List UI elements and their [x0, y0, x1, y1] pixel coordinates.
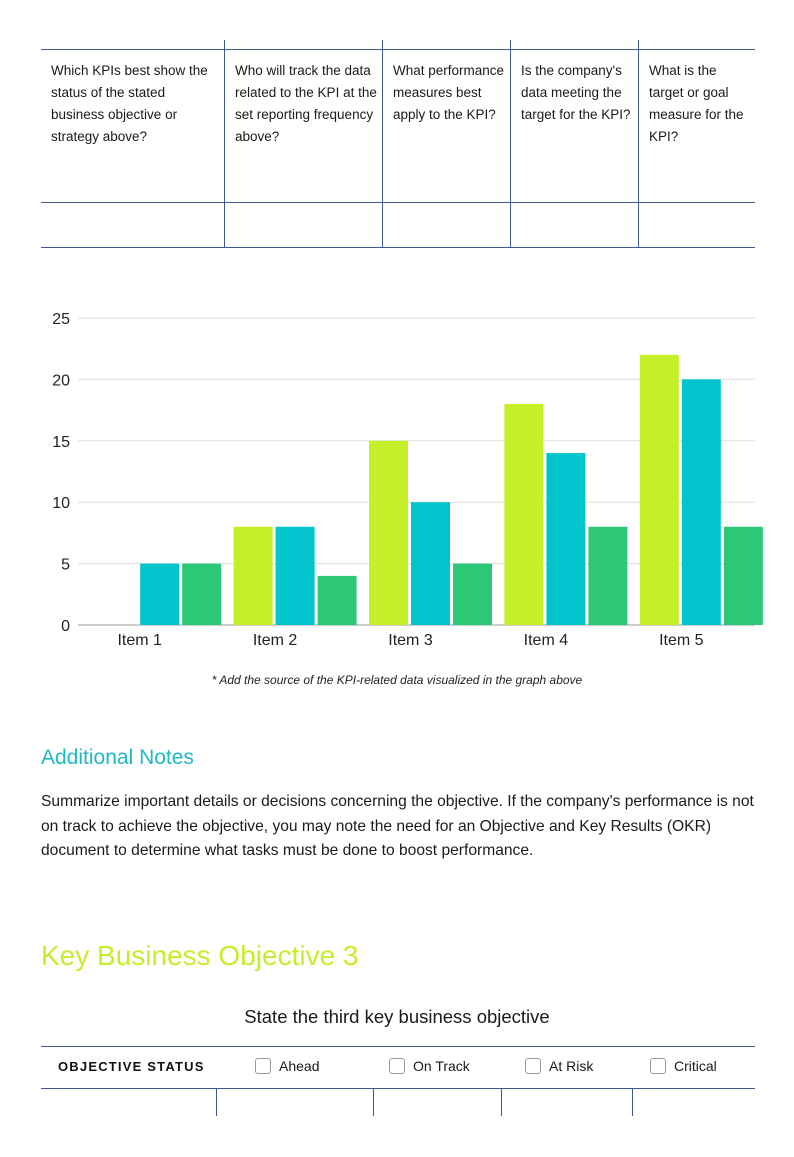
column-divider — [632, 1089, 633, 1116]
table-row-divider — [41, 202, 755, 203]
chart-bar — [317, 575, 357, 625]
status-bottom-border — [41, 1088, 755, 1089]
chart-bar — [504, 403, 544, 625]
kpi-question-meeting-target: Is the company's data meeting the target… — [521, 63, 631, 122]
chart-bar — [275, 526, 315, 625]
objective-statement: State the third key business objective — [244, 1006, 550, 1027]
x-tick-label: Item 2 — [253, 632, 298, 649]
status-option-at-risk[interactable]: At Risk — [525, 1058, 593, 1074]
chart-bar — [588, 526, 628, 625]
objective-heading: Key Business Objective 3 — [41, 940, 359, 971]
column-divider — [216, 1089, 217, 1116]
chart-bar — [182, 563, 222, 625]
chart-bar — [140, 563, 180, 625]
kpi-question-which-kpis: Which KPIs best show the status of the s… — [51, 63, 208, 144]
chart-bar — [639, 354, 679, 625]
checkbox[interactable] — [650, 1058, 666, 1074]
x-tick-label: Item 1 — [117, 632, 162, 649]
y-tick-label: 10 — [52, 495, 70, 512]
chart-bar — [411, 502, 450, 625]
kpi-question-performance-measures: What performance measures best apply to … — [393, 63, 505, 122]
kpi-bar-chart: 0 5 10 15 20 25 Item 1 Item 2 Item 3 Item 4 Item 5 — [0, 290, 794, 660]
y-tick-label: 15 — [52, 434, 70, 451]
kpi-question-table: Which KPIs best show the status of the s… — [41, 40, 755, 248]
y-tick-label: 0 — [61, 618, 70, 635]
table-top-border — [41, 49, 755, 50]
chart-canvas: 0 5 10 15 20 25 Item 1 Item 2 Item 3 Item 4 Item 5 — [52, 311, 763, 649]
chart-bar — [369, 440, 408, 625]
chart-bar — [723, 526, 763, 625]
column-divider — [373, 1089, 374, 1116]
checkbox[interactable] — [525, 1058, 541, 1074]
status-option-critical[interactable]: Critical — [650, 1058, 717, 1074]
objective-status-label: OBJECTIVE STATUS — [58, 1059, 205, 1074]
status-option-on-track[interactable]: On Track — [389, 1058, 470, 1074]
checkbox[interactable] — [389, 1058, 405, 1074]
x-tick-label: Item 5 — [659, 632, 704, 649]
checkbox[interactable] — [255, 1058, 271, 1074]
column-divider — [224, 40, 225, 248]
chart-source-note: * Add the source of the KPI-related data… — [211, 673, 583, 687]
column-divider — [501, 1089, 502, 1116]
status-option-label: At Risk — [549, 1058, 594, 1074]
status-option-label: On Track — [413, 1058, 470, 1074]
y-tick-label: 5 — [61, 557, 70, 574]
status-option-ahead[interactable]: Ahead — [255, 1058, 319, 1074]
chart-bar — [453, 563, 492, 625]
additional-notes-heading: Additional Notes — [41, 746, 194, 769]
chart-bar — [233, 526, 273, 625]
column-divider — [510, 40, 511, 248]
chart-bar — [681, 379, 721, 625]
status-option-label: Critical — [674, 1058, 717, 1074]
column-divider — [382, 40, 383, 248]
status-option-label: Ahead — [279, 1058, 320, 1074]
additional-notes-body: Summarize important details or decisions… — [41, 793, 754, 859]
column-divider — [638, 40, 639, 248]
table-bottom-border — [41, 247, 755, 248]
kpi-question-target-goal: What is the target or goal measure for t… — [649, 63, 744, 144]
objective-status-table: OBJECTIVE STATUS Ahead On Track At Risk … — [41, 1046, 755, 1116]
x-tick-label: Item 4 — [524, 632, 569, 649]
x-tick-label: Item 3 — [388, 632, 433, 649]
status-top-border — [41, 1046, 755, 1047]
y-tick-label: 25 — [52, 311, 70, 328]
chart-bar — [546, 453, 586, 625]
y-tick-label: 20 — [52, 372, 70, 389]
kpi-question-who-tracks: Who will track the data related to the K… — [235, 63, 377, 144]
